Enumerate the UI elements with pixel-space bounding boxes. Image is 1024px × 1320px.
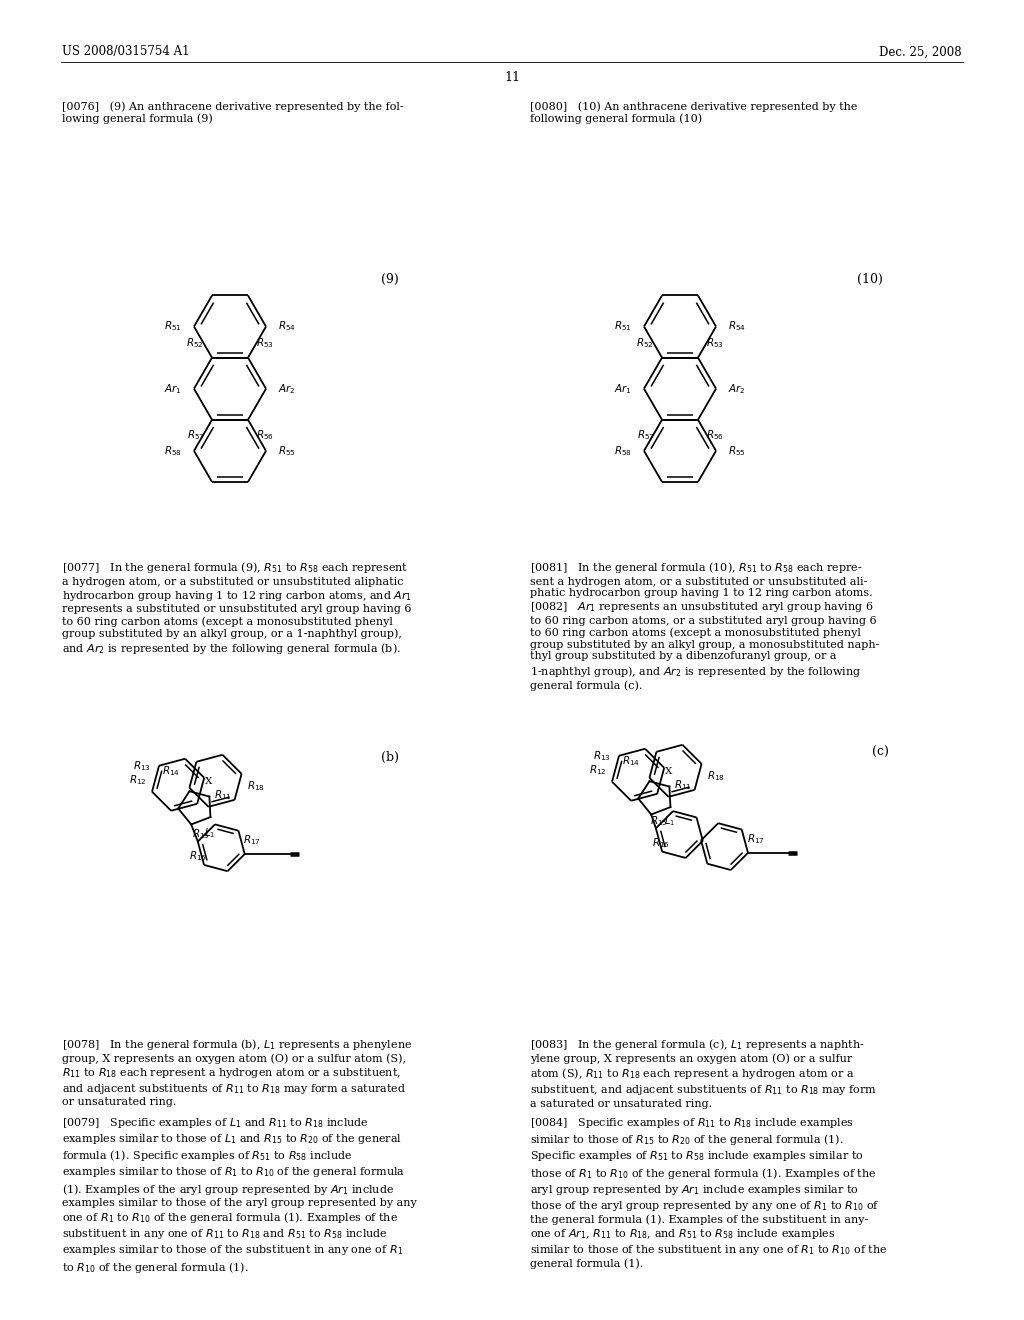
Text: 11: 11: [504, 71, 520, 84]
Text: US 2008/0315754 A1: US 2008/0315754 A1: [62, 45, 189, 58]
Text: Dec. 25, 2008: Dec. 25, 2008: [880, 45, 962, 58]
Text: $R_{55}$: $R_{55}$: [728, 444, 745, 458]
Text: $R_{15}$: $R_{15}$: [193, 828, 210, 841]
Text: $R_{17}$: $R_{17}$: [746, 833, 765, 846]
Text: $R_{52}$: $R_{52}$: [636, 335, 654, 350]
Text: $R_{54}$: $R_{54}$: [728, 319, 746, 334]
Text: [0077]   In the general formula (9), $R_{51}$ to $R_{58}$ each represent
a hydro: [0077] In the general formula (9), $R_{5…: [62, 560, 412, 656]
Text: $R_{53}$: $R_{53}$: [706, 335, 724, 350]
Text: $Ar_2$: $Ar_2$: [278, 381, 296, 396]
Text: (b): (b): [381, 751, 399, 764]
Text: $R_{56}$: $R_{56}$: [706, 428, 724, 442]
Text: $R_{54}$: $R_{54}$: [278, 319, 296, 334]
Text: (c): (c): [871, 746, 889, 759]
Text: $R_{13}$: $R_{13}$: [593, 748, 611, 763]
Text: X: X: [666, 767, 673, 776]
Text: $R_{14}$: $R_{14}$: [623, 754, 640, 767]
Text: $R_{16}$: $R_{16}$: [652, 837, 670, 850]
Text: [0084]   Specific examples of $R_{11}$ to $R_{18}$ include examples
similar to t: [0084] Specific examples of $R_{11}$ to …: [530, 1117, 888, 1270]
Text: $R_{57}$: $R_{57}$: [637, 428, 654, 442]
Text: $L_1$: $L_1$: [205, 826, 215, 840]
Text: $R_{15}$: $R_{15}$: [650, 814, 668, 828]
Text: (10): (10): [857, 272, 883, 285]
Text: $R_{14}$: $R_{14}$: [162, 764, 180, 777]
Text: $R_{51}$: $R_{51}$: [614, 319, 632, 334]
Text: $R_{53}$: $R_{53}$: [256, 335, 273, 350]
Text: $R_{17}$: $R_{17}$: [244, 834, 261, 847]
Text: $R_{18}$: $R_{18}$: [707, 768, 725, 783]
Text: $R_{18}$: $R_{18}$: [247, 779, 264, 792]
Text: [0078]   In the general formula (b), $L_1$ represents a phenylene
group, X repre: [0078] In the general formula (b), $L_1$…: [62, 1036, 413, 1107]
Text: $R_{56}$: $R_{56}$: [256, 428, 274, 442]
Text: $R_{58}$: $R_{58}$: [164, 444, 182, 458]
Text: [0079]   Specific examples of $L_1$ and $R_{11}$ to $R_{18}$ include
examples si: [0079] Specific examples of $L_1$ and $R…: [62, 1117, 417, 1275]
Text: [0083]   In the general formula (c), $L_1$ represents a naphth-
ylene group, X r: [0083] In the general formula (c), $L_1$…: [530, 1036, 878, 1109]
Text: $R_{13}$: $R_{13}$: [133, 759, 151, 772]
Text: (9): (9): [381, 272, 399, 285]
Text: [0076]   (9) An anthracene derivative represented by the fol-
lowing general for: [0076] (9) An anthracene derivative repr…: [62, 102, 403, 124]
Text: $Ar_2$: $Ar_2$: [728, 381, 745, 396]
Text: $R_{57}$: $R_{57}$: [186, 428, 204, 442]
Text: $R_{11}$: $R_{11}$: [674, 777, 691, 792]
Text: $R_{12}$: $R_{12}$: [590, 763, 607, 776]
Text: X: X: [205, 776, 213, 785]
Text: $Ar_1$: $Ar_1$: [614, 381, 632, 396]
Text: $R_{55}$: $R_{55}$: [278, 444, 296, 458]
Text: $R_{16}$: $R_{16}$: [188, 850, 207, 863]
Text: $R_{58}$: $R_{58}$: [614, 444, 632, 458]
Text: $R_{12}$: $R_{12}$: [129, 774, 147, 787]
Text: $R_{51}$: $R_{51}$: [164, 319, 182, 334]
Text: $L_1$: $L_1$: [664, 814, 675, 828]
Text: $R_{11}$: $R_{11}$: [214, 788, 231, 801]
Text: $R_{52}$: $R_{52}$: [186, 335, 204, 350]
Text: [0080]   (10) An anthracene derivative represented by the
following general form: [0080] (10) An anthracene derivative rep…: [530, 102, 857, 124]
Text: $Ar_1$: $Ar_1$: [164, 381, 182, 396]
Text: [0081]   In the general formula (10), $R_{51}$ to $R_{58}$ each repre-
sent a hy: [0081] In the general formula (10), $R_{…: [530, 560, 880, 690]
